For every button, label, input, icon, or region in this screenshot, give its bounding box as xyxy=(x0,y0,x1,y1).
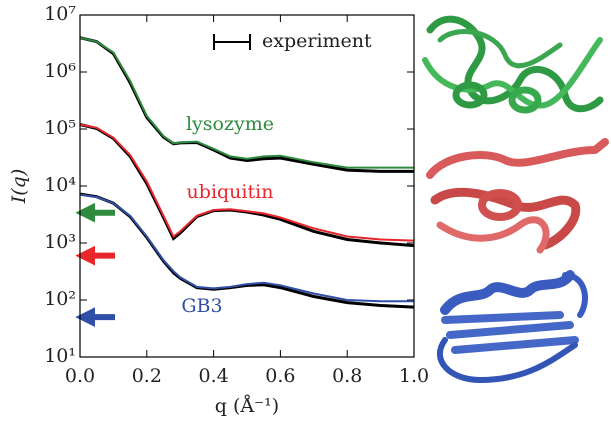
y-tick-label: 10¹ xyxy=(44,345,76,367)
model-line xyxy=(79,123,415,242)
x-tick-label: 0.2 xyxy=(132,365,162,387)
lysozyme-structure xyxy=(422,15,604,114)
series-label: GB3 xyxy=(181,295,222,317)
x-tick-label: 0.0 xyxy=(65,365,95,387)
y-tick-label: 10² xyxy=(44,288,76,310)
arrow xyxy=(75,202,115,223)
x-tick-label: 0.8 xyxy=(332,365,362,387)
y-axis-label: I(q) xyxy=(8,169,30,205)
series-label: lysozyme xyxy=(186,113,274,135)
series-label: ubiquitin xyxy=(187,181,274,203)
x-tick-label: 0.6 xyxy=(265,365,295,387)
y-tick-label: 10⁶ xyxy=(44,60,76,82)
arrow xyxy=(75,245,115,266)
x-tick-label: 0.4 xyxy=(198,365,228,387)
arrow xyxy=(75,307,115,328)
x-axis-label: q (Å⁻¹) xyxy=(215,395,279,417)
y-tick-label: 10⁷ xyxy=(44,3,76,25)
plot-frame xyxy=(79,14,415,358)
experiment-line xyxy=(79,36,414,173)
ubiquitin-structure xyxy=(426,138,609,254)
legend-symbol xyxy=(213,34,251,50)
gb3-structure xyxy=(437,270,588,383)
legend-label: experiment xyxy=(262,30,372,52)
x-tick-label: 1.0 xyxy=(399,365,429,387)
y-tick-label: 10³ xyxy=(44,231,76,253)
model-line xyxy=(79,36,414,169)
y-tick-label: 10⁵ xyxy=(44,117,76,139)
y-tick-label: 10⁴ xyxy=(44,174,76,196)
model-line xyxy=(79,193,414,303)
